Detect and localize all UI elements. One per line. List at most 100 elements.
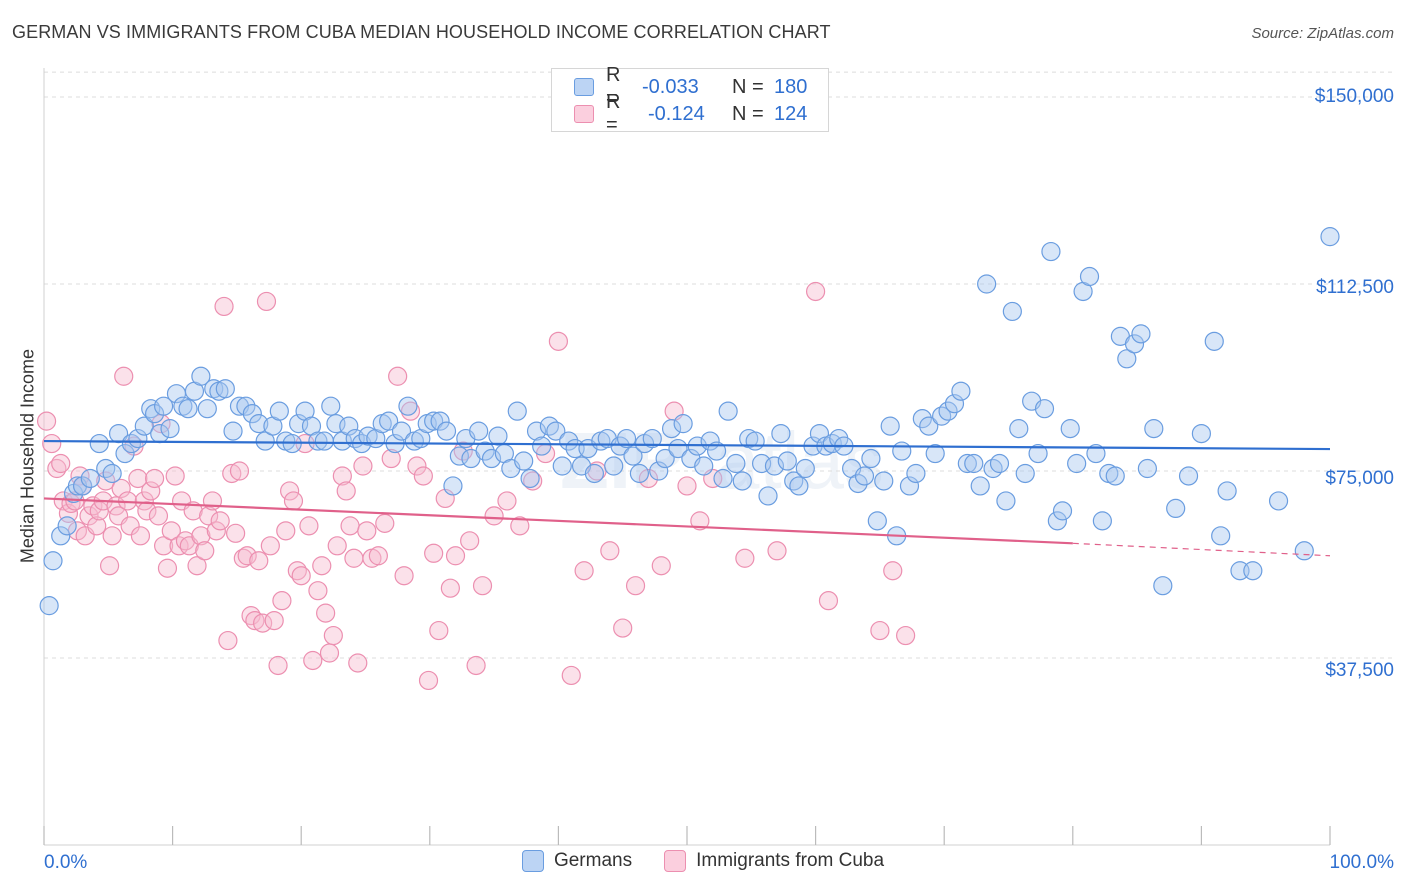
- germans-point: [539, 416, 559, 436]
- cuba-trend-line: [43, 497, 1073, 545]
- cuba-point: [394, 566, 414, 586]
- germans-point: [436, 421, 457, 441]
- germans-point: [957, 453, 977, 474]
- cuba-point: [440, 578, 460, 598]
- cuba-point: [767, 541, 787, 561]
- legend-item-germans: Germans: [521, 850, 632, 872]
- cuba-point: [651, 556, 671, 576]
- x-tick-label-min: 0.0%: [44, 852, 88, 873]
- cuba-point: [510, 516, 530, 536]
- cuba-point: [340, 516, 360, 536]
- germans-point: [1294, 541, 1314, 561]
- cuba-point: [42, 433, 62, 454]
- germans-point: [191, 366, 211, 386]
- germans-point: [1117, 349, 1137, 369]
- germans-point: [1320, 227, 1340, 247]
- germans-point: [925, 443, 945, 464]
- germans-point: [944, 394, 965, 414]
- correlation-legend: R = -0.033 N = 180 R = -0.124 N = 124: [551, 64, 829, 136]
- cuba-point: [400, 401, 421, 421]
- germans-point: [764, 456, 785, 476]
- cuba-point: [245, 610, 265, 631]
- germans-point: [771, 424, 791, 444]
- germans-point: [39, 596, 59, 616]
- germans-point: [1166, 498, 1186, 518]
- cuba-point: [280, 481, 300, 501]
- germans-swatch: [574, 78, 594, 96]
- cuba-point: [303, 650, 323, 671]
- cuba-point: [413, 466, 433, 486]
- germans-point: [1041, 241, 1061, 262]
- germans-point: [215, 379, 235, 399]
- germans-point: [443, 476, 463, 496]
- germans-point: [339, 416, 359, 436]
- cuba-point: [206, 521, 226, 541]
- cuba-point: [308, 581, 328, 601]
- cuba-point: [36, 411, 57, 431]
- cuba-point: [264, 610, 284, 631]
- cuba-point: [148, 506, 169, 526]
- germans-point: [520, 468, 540, 489]
- germans-point: [249, 414, 269, 434]
- cuba-point: [690, 511, 710, 531]
- germans-point: [475, 441, 495, 461]
- germans-point: [507, 401, 527, 421]
- cuba-point: [153, 536, 174, 556]
- germans-point: [1243, 561, 1263, 581]
- germans-point: [321, 396, 341, 416]
- germans-point: [906, 463, 926, 484]
- germans-point: [89, 433, 109, 454]
- germans-point: [1144, 419, 1164, 439]
- cuba-point: [226, 523, 246, 543]
- cuba-point: [272, 591, 292, 611]
- germans-point: [430, 411, 450, 431]
- germans-point: [153, 396, 174, 416]
- germans-point: [398, 396, 418, 416]
- germans-point: [1002, 301, 1022, 322]
- germans-point: [1124, 334, 1145, 354]
- y-tick-label-37500: $37,500: [1325, 660, 1394, 681]
- germans-point: [713, 468, 733, 489]
- germans-point: [649, 461, 669, 481]
- germans-point: [912, 409, 932, 429]
- cuba-point: [79, 506, 99, 526]
- germans-point: [115, 443, 135, 464]
- germans-point: [1153, 576, 1173, 596]
- germans-point: [623, 446, 643, 466]
- y-tick-label-75000: $75,000: [1325, 468, 1394, 489]
- germans-point: [642, 428, 662, 449]
- cuba-point: [735, 548, 755, 568]
- germans-point: [1131, 324, 1151, 344]
- cuba-point: [195, 541, 215, 561]
- cuba-point: [120, 516, 140, 536]
- germans-point: [1079, 266, 1100, 287]
- germans-point: [1015, 463, 1035, 484]
- germans-point: [604, 456, 624, 476]
- cuba-point: [574, 561, 594, 581]
- germans-point: [223, 421, 243, 441]
- cuba-point: [625, 576, 646, 596]
- germans-point: [255, 431, 275, 451]
- germans-point: [178, 399, 198, 419]
- cuba-point: [114, 366, 134, 386]
- germans-point: [706, 441, 727, 461]
- cuba-point: [319, 643, 340, 663]
- cuba-point: [102, 526, 122, 546]
- cuba-point: [638, 468, 659, 489]
- germans-point: [777, 451, 797, 471]
- cuba-point: [353, 456, 373, 476]
- germans-point: [1268, 491, 1289, 511]
- y-tick-label-112500: $112,500: [1316, 277, 1394, 298]
- x-tick-label-max: 100.0%: [1329, 852, 1394, 873]
- cuba-point: [344, 548, 364, 568]
- germans-point: [745, 431, 765, 451]
- cuba-point: [388, 366, 408, 386]
- germans-point: [996, 491, 1016, 511]
- germans-point: [938, 401, 958, 421]
- cuba-point: [214, 296, 234, 317]
- germans-point: [314, 431, 334, 451]
- cuba-point: [818, 591, 839, 611]
- cuba-point: [144, 468, 165, 489]
- cuba-point: [169, 536, 189, 556]
